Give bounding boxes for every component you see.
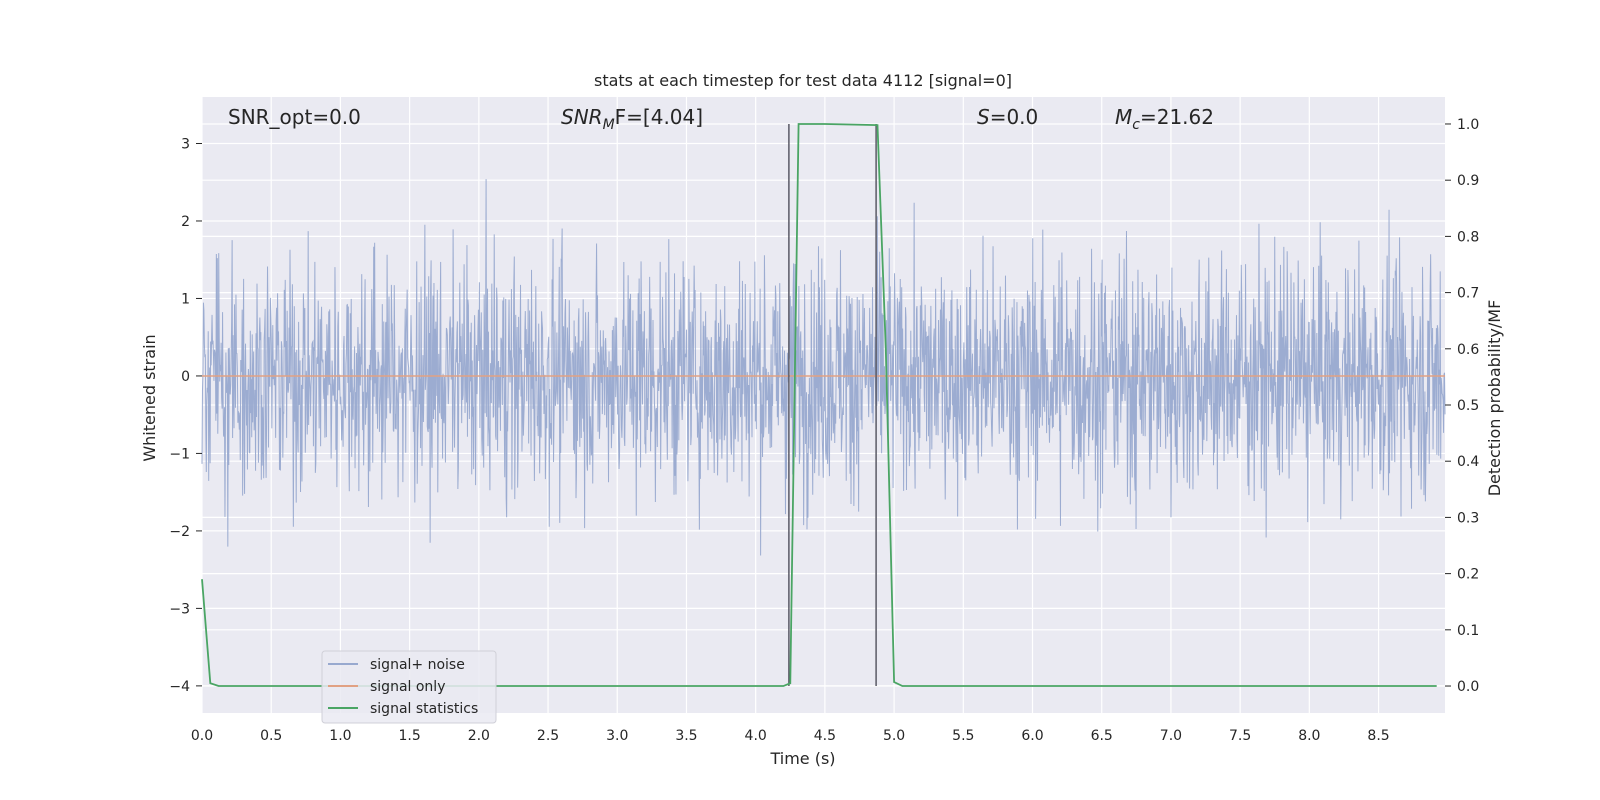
y-right-tick-label: 0.7 <box>1457 286 1479 302</box>
y-right-tick-label: 0.1 <box>1457 623 1479 639</box>
annotation-mc-sub: c <box>1132 117 1140 133</box>
x-tick-label: 0.0 <box>191 728 213 744</box>
y-left-tick-label: −2 <box>169 524 190 540</box>
x-tick-label: 7.0 <box>1160 728 1182 744</box>
y-left-tick-label: 0 <box>181 369 190 385</box>
y-right-tick-label: 0.5 <box>1457 398 1479 414</box>
x-tick-label: 8.0 <box>1298 728 1320 744</box>
vertical-markers <box>788 123 877 687</box>
x-tick-label: 4.0 <box>745 728 767 744</box>
legend-label-signal-statistics: signal statistics <box>370 701 478 717</box>
annotation-snr-mf-sub: M <box>603 117 615 133</box>
y-left-tick-label: 1 <box>181 291 190 307</box>
y-right-tick-label: 0.6 <box>1457 342 1479 358</box>
y-left-tick-label: −3 <box>169 601 190 617</box>
x-tick-label: 5.0 <box>883 728 905 744</box>
x-axis-label: Time (s) <box>769 749 835 768</box>
x-tick-label: 8.5 <box>1367 728 1389 744</box>
annotation-s-main: S <box>977 105 990 129</box>
annotation-snr-mf: SNRMF=[4.04] <box>561 105 703 133</box>
x-tick-label: 4.5 <box>814 728 836 744</box>
x-tick-label: 1.0 <box>329 728 351 744</box>
x-tick-label: 2.5 <box>537 728 559 744</box>
y-left-tick-label: 3 <box>181 136 190 152</box>
x-tick-label: 5.5 <box>952 728 974 744</box>
legend-label-signal-only: signal only <box>370 679 445 695</box>
annotation-snr-mf-rest: F=[4.04] <box>615 105 703 129</box>
x-tick-label: 1.5 <box>398 728 420 744</box>
annotation-snr-mf-main: SNR <box>561 105 603 129</box>
annotation-s-rest: =0.0 <box>990 105 1039 129</box>
legend-box <box>321 650 497 724</box>
y-right-tick-label: 0.9 <box>1457 173 1479 189</box>
annotation-mc-main: M <box>1115 105 1132 129</box>
y-left-axis-ticks: −4 −3 −2 −1 0 1 2 3 <box>169 136 202 695</box>
x-tick-label: 3.0 <box>606 728 628 744</box>
y-right-axis-ticks: 0.0 0.1 0.2 0.3 0.4 0.5 0.6 0.7 0.8 0.9 1.0 <box>1445 117 1479 695</box>
y-right-tick-label: 0.8 <box>1457 229 1479 245</box>
y-right-tick-label: 0.4 <box>1457 454 1479 470</box>
x-tick-label: 6.5 <box>1091 728 1113 744</box>
x-tick-label: 2.0 <box>468 728 490 744</box>
y-right-axis-label: Detection probability/MF <box>1485 300 1504 497</box>
y-left-tick-label: −1 <box>169 446 190 462</box>
legend-label-signal-noise: signal+ noise <box>370 657 465 673</box>
annotation-snr-opt: SNR_opt=0.0 <box>228 105 361 129</box>
annotation-mc: Mc=21.62 <box>1115 105 1214 133</box>
x-tick-label: 7.5 <box>1229 728 1251 744</box>
y-right-tick-label: 1.0 <box>1457 117 1479 133</box>
x-tick-label: 0.5 <box>260 728 282 744</box>
x-tick-label: 3.5 <box>675 728 697 744</box>
y-right-tick-label: 0.2 <box>1457 567 1479 583</box>
x-axis-ticks: 0.0 0.5 1.0 1.5 2.0 2.5 3.0 3.5 4.0 4.5 5.0 5.5 6.0 6… <box>191 728 1390 744</box>
x-tick-label: 6.0 <box>1021 728 1043 744</box>
annotation-mc-rest: =21.62 <box>1140 105 1214 129</box>
chart-title: stats at each timestep for test data 411… <box>594 71 1012 90</box>
y-right-tick-label: 0.0 <box>1457 679 1479 695</box>
y-left-tick-label: 2 <box>181 214 190 230</box>
annotation-s: S=0.0 <box>977 105 1038 129</box>
series-signal-noise <box>201 179 1446 556</box>
y-left-axis-label: Whitened strain <box>140 334 159 461</box>
legend: signal+ noise signal only signal statist… <box>321 650 497 724</box>
y-right-tick-label: 0.3 <box>1457 510 1479 526</box>
signal-noise-line <box>201 179 1446 556</box>
y-left-tick-label: −4 <box>169 679 190 695</box>
